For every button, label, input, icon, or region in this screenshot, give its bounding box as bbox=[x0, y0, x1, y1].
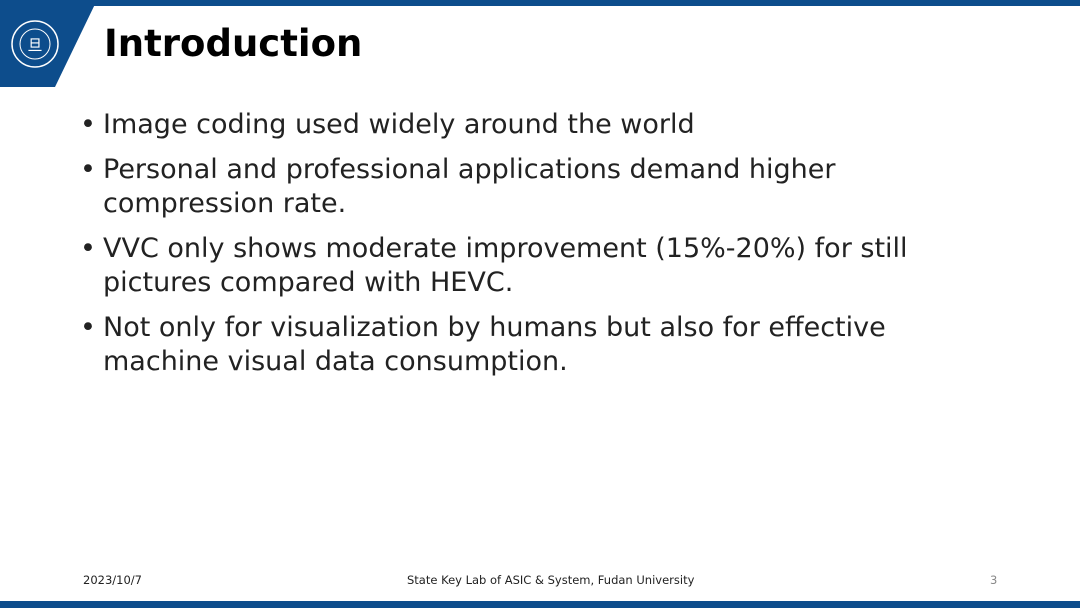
bullet-text: Image coding used widely around the worl… bbox=[103, 109, 695, 140]
top-bar bbox=[0, 0, 1080, 6]
fudan-logo: 旦 bbox=[11, 20, 59, 68]
bullet-icon: • bbox=[80, 109, 96, 140]
page-number: 3 bbox=[990, 573, 998, 587]
footer-affiliation: State Key Lab of ASIC & System, Fudan Un… bbox=[407, 573, 695, 587]
bullet-item: • Image coding used widely around the wor… bbox=[80, 108, 960, 142]
bottom-bar bbox=[0, 601, 1080, 608]
bullet-icon: • bbox=[80, 233, 96, 264]
bullet-list: • Image coding used widely around the wor… bbox=[80, 108, 960, 390]
bullet-item: • Personal and professional applications … bbox=[80, 153, 960, 221]
bullet-text: VVC only shows moderate improvement (15%… bbox=[103, 233, 908, 298]
slide-title: Introduction bbox=[104, 22, 363, 65]
bullet-icon: • bbox=[80, 312, 96, 343]
bullet-item: • VVC only shows moderate improvement (15… bbox=[80, 232, 960, 300]
bullet-icon: • bbox=[80, 154, 96, 185]
bullet-text: Personal and professional applications d… bbox=[103, 154, 836, 219]
footer-date: 2023/10/7 bbox=[83, 573, 142, 587]
bullet-item: • Not only for visualization by humans bu… bbox=[80, 311, 960, 379]
svg-text:旦: 旦 bbox=[27, 36, 42, 54]
bullet-text: Not only for visualization by humans but… bbox=[103, 312, 886, 377]
header-banner: 旦 bbox=[0, 0, 97, 87]
